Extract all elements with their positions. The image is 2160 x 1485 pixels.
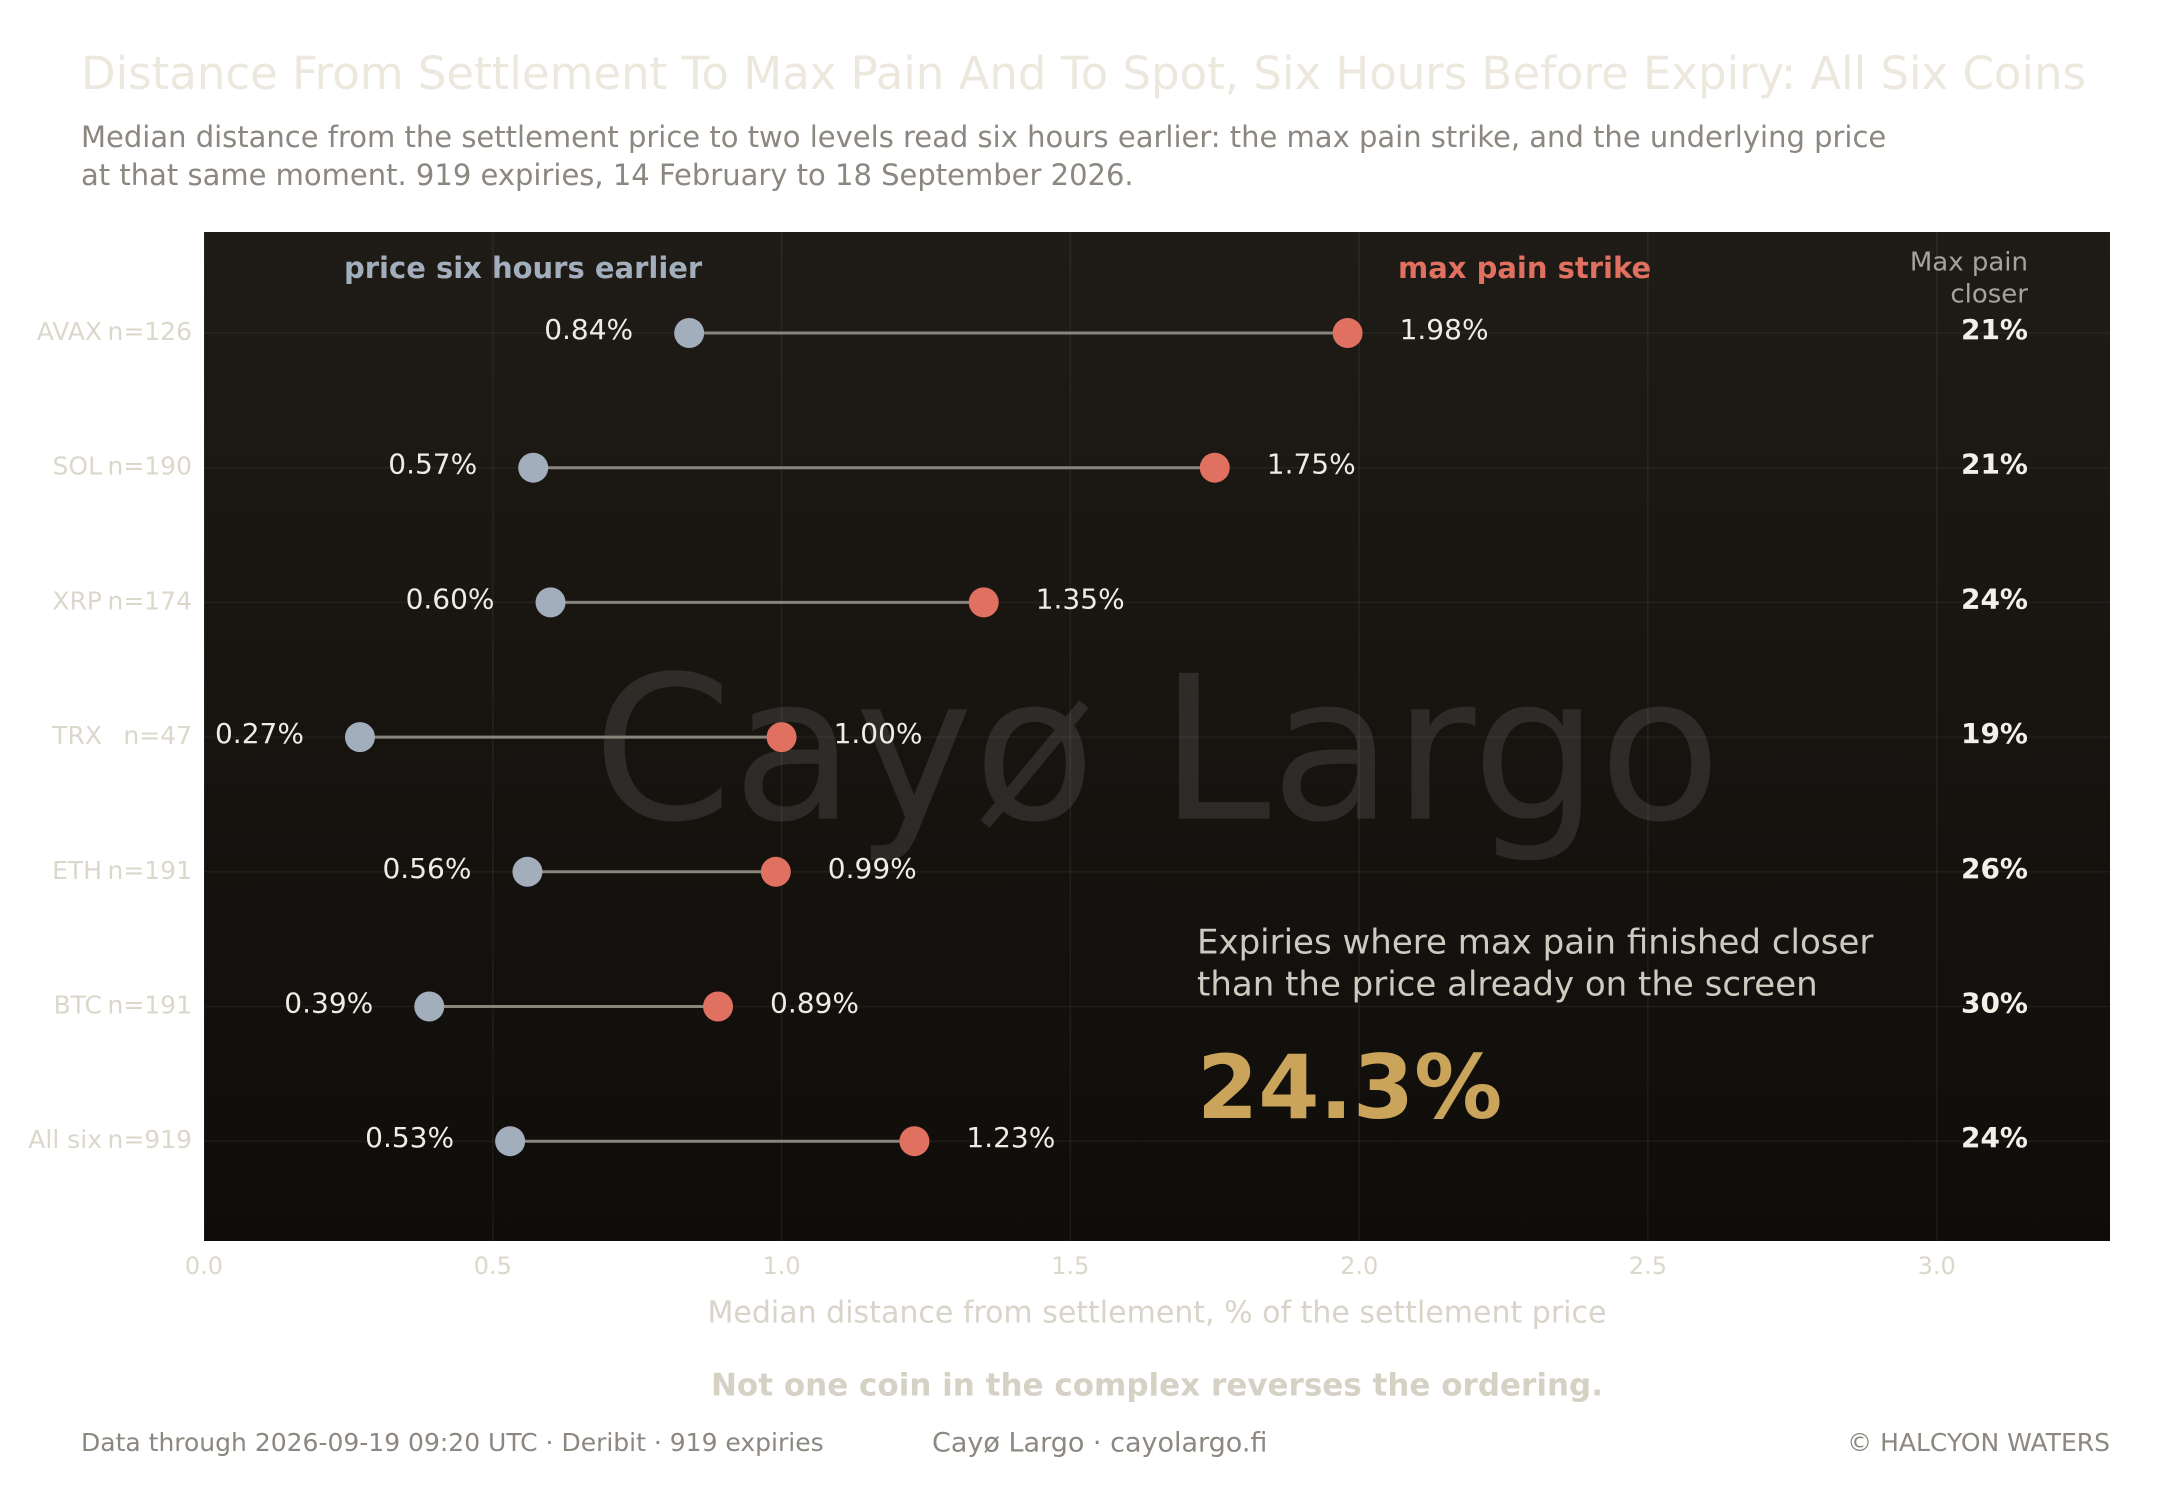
max-pain-closer-value: 24%: [1961, 1121, 2028, 1154]
category-label: BTC: [54, 991, 102, 1020]
max-pain-dot: [1199, 452, 1230, 483]
x-axis-title: Median distance from settlement, % of th…: [708, 1296, 1607, 1331]
x-tick-label: 1.0: [762, 1252, 800, 1280]
n-label: n=47: [123, 721, 192, 750]
n-label: n=174: [107, 586, 192, 615]
legend-label: max pain strike: [1398, 251, 1651, 285]
value-label: 0.60%: [406, 582, 495, 615]
n-label: n=126: [107, 317, 192, 346]
max-pain-closer-value: 26%: [1961, 852, 2028, 885]
n-label: n=919: [107, 1125, 192, 1154]
spot-dot: [414, 991, 445, 1022]
subtitle: Median distance from the settlement pric…: [81, 120, 1886, 154]
x-tick-label: 0.0: [185, 1252, 223, 1280]
spot-dot: [518, 452, 549, 483]
category-label: All six: [28, 1125, 102, 1154]
max-pain-dot: [760, 856, 791, 887]
value-label: 1.00%: [834, 717, 923, 750]
category-label: ETH: [52, 856, 102, 885]
spot-dot: [512, 856, 543, 887]
category-label: TRX: [51, 721, 102, 750]
x-tick-label: 2.0: [1340, 1252, 1378, 1280]
x-tick-label: 3.0: [1918, 1252, 1956, 1280]
note: Not one coin in the complex reverses the…: [711, 1368, 1603, 1404]
category-label: XRP: [52, 586, 102, 615]
value-label: 0.56%: [382, 852, 471, 885]
value-label: 0.53%: [365, 1121, 454, 1154]
max-pain-closer-value: 24%: [1961, 582, 2028, 615]
column-header: closer: [1950, 280, 2028, 310]
x-tick-label: 1.5: [1051, 1252, 1089, 1280]
value-label: 0.84%: [544, 313, 633, 346]
value-label: 0.89%: [770, 987, 859, 1020]
value-label: 0.57%: [388, 448, 477, 481]
annotation-value: 24.3%: [1197, 1036, 1502, 1139]
max-pain-closer-value: 19%: [1961, 717, 2028, 750]
max-pain-dot: [968, 587, 999, 618]
max-pain-dot: [899, 1126, 930, 1157]
x-tick-label: 2.5: [1629, 1252, 1667, 1280]
max-pain-dot: [766, 722, 797, 753]
value-label: 0.99%: [828, 852, 917, 885]
spot-dot: [344, 722, 375, 753]
subtitle: at that same moment. 919 expiries, 14 Fe…: [81, 158, 1134, 192]
max-pain-closer-value: 30%: [1961, 987, 2028, 1020]
max-pain-closer-value: 21%: [1961, 313, 2028, 346]
footer-right: © HALCYON WATERS: [1847, 1428, 2110, 1457]
value-label: 0.27%: [215, 717, 304, 750]
value-label: 1.23%: [966, 1121, 1055, 1154]
n-label: n=191: [107, 991, 192, 1020]
chart-title: Distance From Settlement To Max Pain And…: [81, 47, 2086, 100]
column-header: Max pain: [1910, 248, 2028, 278]
max-pain-dot: [703, 991, 734, 1022]
value-label: 1.75%: [1267, 448, 1356, 481]
n-label: n=190: [107, 452, 192, 481]
value-label: 1.35%: [1036, 582, 1125, 615]
max-pain-dot: [1332, 318, 1363, 348]
spot-dot: [674, 318, 705, 348]
spot-dot: [535, 587, 566, 618]
watermark: Cayø Largo: [593, 634, 1722, 867]
value-label: 0.39%: [284, 987, 373, 1020]
category-label: SOL: [53, 452, 103, 481]
x-tick-label: 0.5: [474, 1252, 512, 1280]
category-label: AVAX: [37, 317, 102, 346]
legend-label: price six hours earlier: [344, 251, 703, 285]
footer-left: Data through 2026-09-19 09:20 UTC · Deri…: [81, 1428, 824, 1457]
spot-dot: [495, 1126, 526, 1157]
annotation-text: than the price already on the screen: [1197, 965, 1818, 1005]
n-label: n=191: [107, 856, 192, 885]
max-pain-closer-value: 21%: [1961, 448, 2028, 481]
value-label: 1.98%: [1400, 313, 1489, 346]
annotation-text: Expiries where max pain finished closer: [1197, 923, 1873, 963]
footer-center: Cayø Largo · cayolargo.fi: [932, 1428, 1267, 1459]
